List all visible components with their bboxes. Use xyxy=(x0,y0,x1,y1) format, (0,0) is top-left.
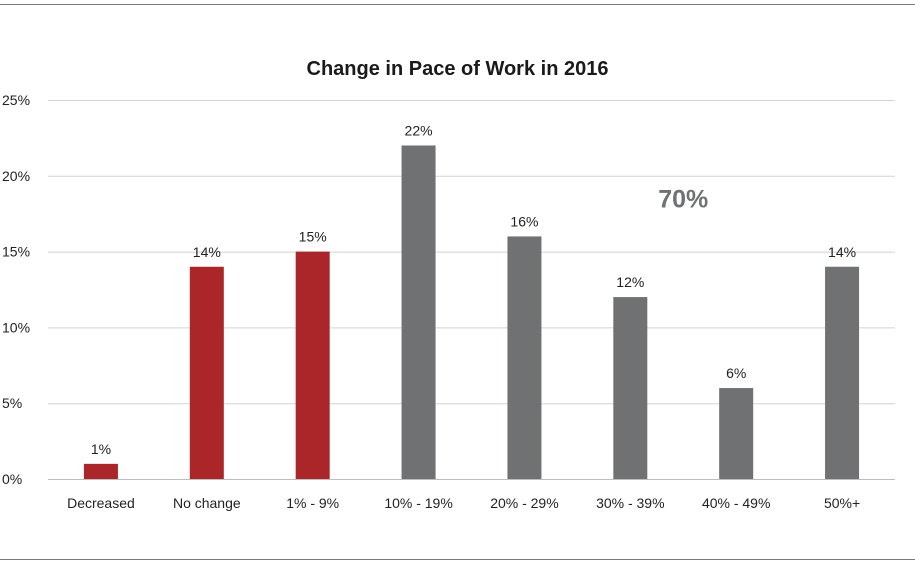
y-tick-label: 15% xyxy=(2,244,30,260)
x-tick-label: No change xyxy=(173,495,241,511)
data-label: 1% xyxy=(91,441,111,457)
x-tick-label: 1% - 9% xyxy=(286,495,339,511)
x-tick-label: 20% - 29% xyxy=(490,495,558,511)
x-axis-ticks: Decreased No change 1% - 9% 10% - 19% 20% - … xyxy=(67,495,860,511)
data-labels: 1% 14% 15% 22% 16% 12% 6% 14% xyxy=(91,122,856,456)
bar-3 xyxy=(295,251,330,479)
bars xyxy=(83,145,860,480)
chart-title: Change in Pace of Work in 2016 xyxy=(306,58,609,80)
bar-8 xyxy=(825,266,860,479)
y-tick-label: 20% xyxy=(2,168,30,184)
gridlines xyxy=(48,100,895,480)
data-label: 15% xyxy=(299,229,327,245)
y-tick-label: 0% xyxy=(2,471,22,487)
y-tick-label: 5% xyxy=(2,395,22,411)
bar-5 xyxy=(507,236,542,479)
y-tick-label: 25% xyxy=(2,92,30,108)
bar-6 xyxy=(613,297,648,479)
x-tick-label: 40% - 49% xyxy=(702,495,770,511)
x-tick-label: 50%+ xyxy=(824,495,860,511)
data-label: 16% xyxy=(510,213,538,229)
data-label: 14% xyxy=(828,244,856,260)
bottom-rule xyxy=(0,559,915,560)
x-tick-label: 30% - 39% xyxy=(596,495,664,511)
bar-7 xyxy=(719,388,754,479)
x-tick-label: 10% - 19% xyxy=(384,495,452,511)
data-label: 6% xyxy=(726,365,746,381)
bar-4 xyxy=(401,145,436,480)
bar-1 xyxy=(83,463,118,479)
annotation-total: 70% xyxy=(658,186,708,214)
data-label: 14% xyxy=(193,244,221,260)
x-tick-label: Decreased xyxy=(67,495,135,511)
top-rule xyxy=(0,4,915,5)
data-label: 12% xyxy=(616,274,644,290)
data-label: 22% xyxy=(405,122,433,138)
y-axis-ticks: 0% 5% 10% 15% 20% 25% xyxy=(2,92,30,487)
y-tick-label: 10% xyxy=(2,319,30,335)
bar-2 xyxy=(189,266,224,479)
